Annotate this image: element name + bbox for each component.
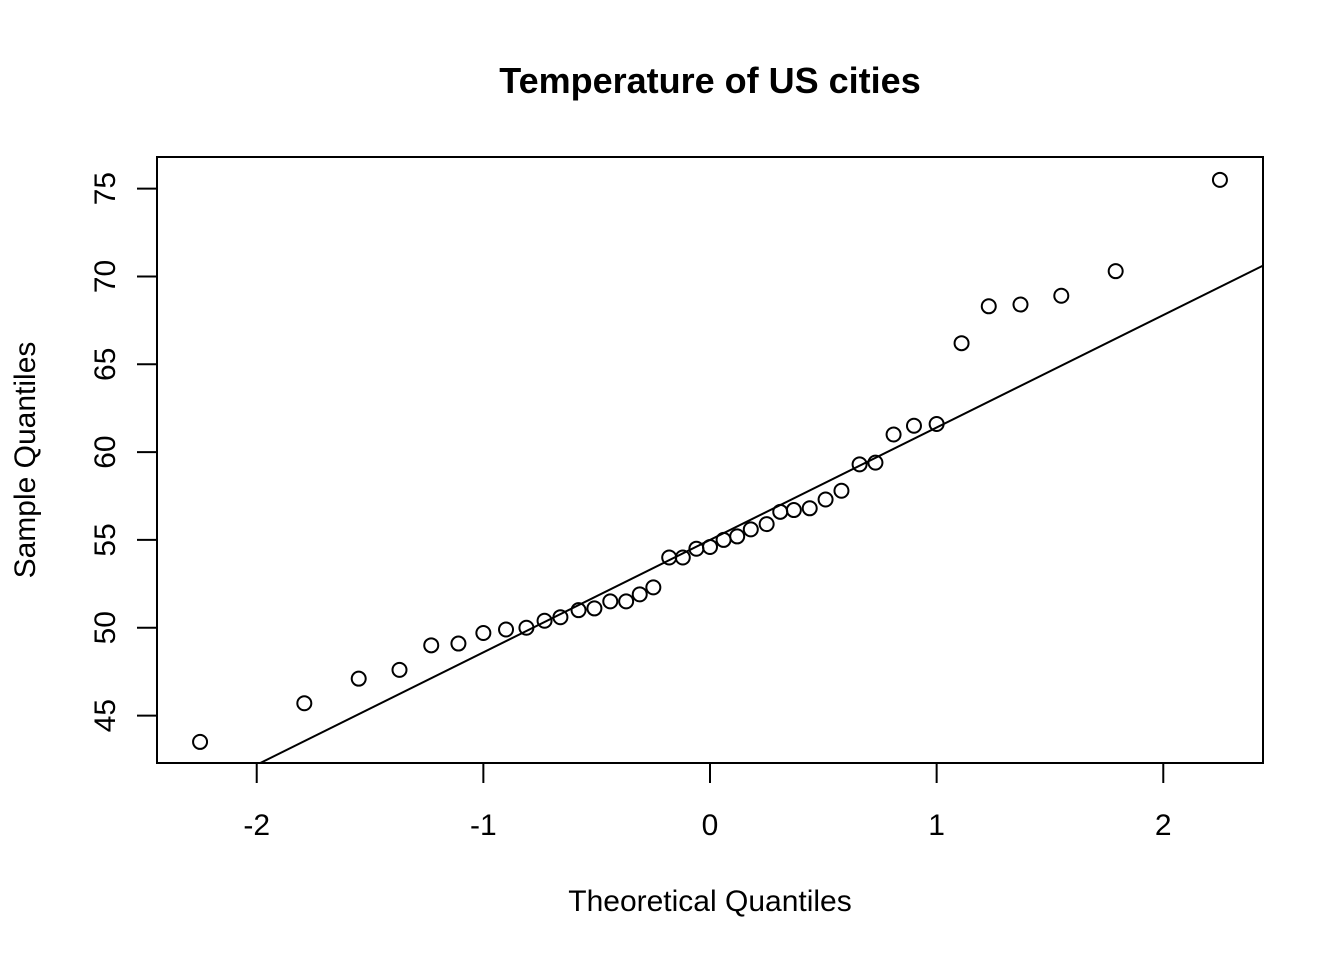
y-tick-label: 60 (89, 435, 122, 468)
x-tick-label: -2 (243, 809, 270, 842)
data-point (450, 635, 467, 652)
y-tick-label: 70 (89, 260, 122, 293)
data-point (618, 593, 635, 610)
data-point (758, 516, 775, 533)
data-point (772, 503, 789, 520)
y-tick-label: 55 (89, 523, 122, 556)
data-point (350, 670, 367, 687)
x-tick-label: 2 (1155, 809, 1172, 842)
data-point (192, 733, 209, 750)
x-tick-label: 0 (702, 809, 719, 842)
x-axis: -2 -1 0 1 2 (243, 762, 1172, 842)
data-point (631, 586, 648, 603)
data-point (833, 482, 850, 499)
data-point (851, 456, 868, 473)
data-point (953, 335, 970, 352)
data-point (715, 531, 732, 548)
y-tick-label: 65 (89, 348, 122, 381)
data-point (645, 579, 662, 596)
data-point (674, 549, 691, 566)
y-axis: 45 50 55 60 65 70 75 (89, 172, 158, 732)
data-point (817, 491, 834, 508)
data-point (423, 637, 440, 654)
data-point (536, 612, 553, 629)
data-point (905, 417, 922, 434)
data-point (570, 602, 587, 619)
data-point (801, 500, 818, 517)
data-point (785, 502, 802, 519)
y-tick-label: 45 (89, 699, 122, 732)
data-point (498, 621, 515, 638)
data-point (885, 426, 902, 443)
data-point (928, 415, 945, 432)
x-tick-label: 1 (928, 809, 945, 842)
data-point (702, 538, 718, 555)
chart-title: Temperature of US cities (499, 60, 920, 101)
data-point (602, 593, 619, 610)
data-point (586, 600, 603, 617)
data-point (1107, 263, 1124, 280)
data-point (296, 695, 313, 712)
y-tick-label: 50 (89, 611, 122, 644)
data-point (729, 528, 746, 545)
data-points (192, 171, 1228, 750)
data-point (1053, 287, 1070, 304)
data-point (980, 298, 997, 315)
data-point (1211, 171, 1228, 188)
x-axis-label: Theoretical Quantiles (568, 885, 851, 918)
x-tick-label: -1 (470, 809, 497, 842)
reference-line (259, 264, 1264, 764)
data-point (552, 609, 569, 626)
data-point (1012, 296, 1029, 313)
data-point (391, 661, 408, 678)
data-point (742, 521, 759, 538)
y-tick-label: 75 (89, 172, 122, 205)
data-point (475, 625, 492, 642)
y-axis-label: Sample Quantiles (9, 342, 42, 579)
plot-area-frame (156, 156, 1264, 764)
data-point (867, 454, 884, 471)
data-point (518, 619, 535, 636)
